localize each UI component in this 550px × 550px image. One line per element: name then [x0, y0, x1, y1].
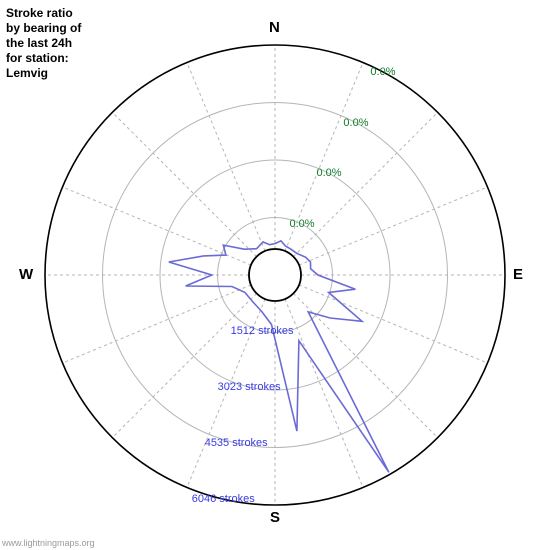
pct-label-ring-2: 0.0% [316, 167, 341, 179]
strokes-label-ring-2: 3023 strokes [218, 381, 281, 393]
compass-south: S [270, 509, 280, 526]
polar-chart [0, 0, 550, 550]
compass-east: E [513, 266, 523, 283]
strokes-label-ring-4: 6046 strokes [192, 493, 255, 505]
credit-text: www.lightningmaps.org [2, 538, 95, 548]
strokes-label-ring-3: 4535 strokes [205, 437, 268, 449]
pct-label-ring-4: 0.0% [370, 66, 395, 78]
pct-label-ring-1: 0.0% [289, 218, 314, 230]
compass-west: W [19, 266, 33, 283]
compass-north: N [269, 19, 280, 36]
pct-label-ring-3: 0.0% [343, 117, 368, 129]
chart-title: Stroke ratio by bearing of the last 24h … [6, 6, 81, 81]
strokes-label-ring-1: 1512 strokes [231, 325, 294, 337]
